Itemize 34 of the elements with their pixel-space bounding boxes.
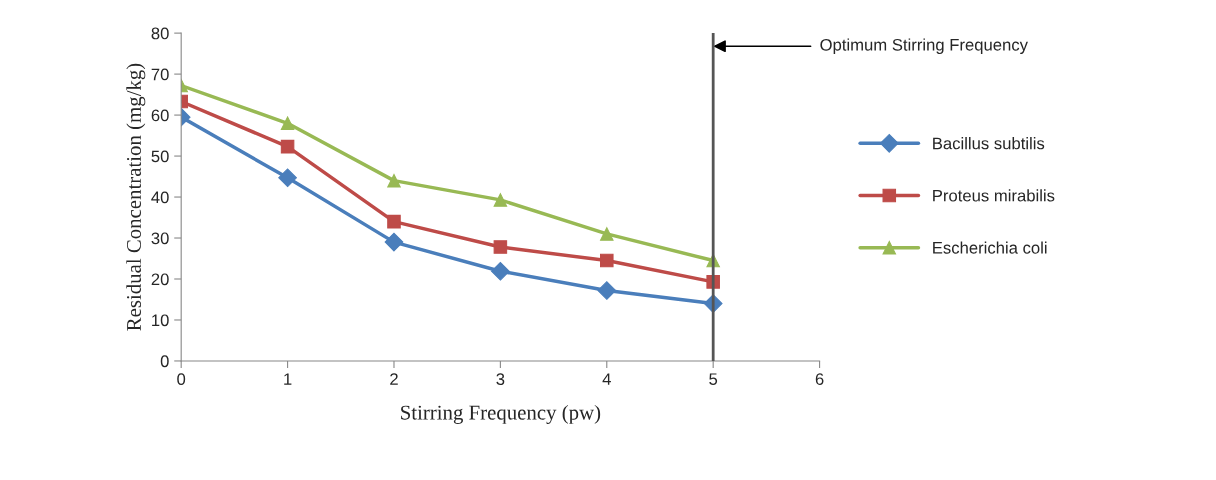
legend-label: Proteus mirabilis <box>933 189 1055 202</box>
x-tick-label: 1 <box>284 373 292 385</box>
x-tick-label: 2 <box>390 373 398 385</box>
point <box>384 232 404 252</box>
point <box>387 173 401 188</box>
ref-line-label: Optimum Stirring Frequency <box>820 38 1028 54</box>
y-axis-title: Residual Concentration (mg/kg) <box>126 63 146 331</box>
y-tick-label: 40 <box>151 191 169 204</box>
point <box>597 281 617 300</box>
point <box>278 168 297 188</box>
x-axis-title: Stirring Frequency (pw) <box>401 404 601 424</box>
legend-label: Bacillus subtilis <box>933 137 1045 150</box>
y-tick-label: 70 <box>151 68 169 81</box>
point <box>493 193 508 207</box>
point <box>280 139 295 154</box>
x-tick-label: 5 <box>709 373 718 386</box>
x-tick-label: 4 <box>602 373 611 385</box>
x-tick-label: 6 <box>815 373 824 386</box>
y-tick-label: 0 <box>160 355 169 368</box>
y-tick-label: 20 <box>151 273 169 286</box>
legend-label: Escherichia coli <box>933 241 1047 254</box>
y-tick-label: 60 <box>151 109 169 122</box>
x-tick-label: 3 <box>496 373 505 386</box>
point <box>491 261 510 281</box>
point <box>493 240 508 254</box>
point <box>387 214 401 229</box>
y-tick-label: 30 <box>151 232 169 245</box>
point <box>600 253 614 268</box>
y-tick-label: 10 <box>152 314 169 327</box>
y-tick-label: 80 <box>151 27 169 40</box>
x-tick-label: 0 <box>177 373 186 386</box>
point <box>280 116 295 131</box>
point <box>600 227 614 241</box>
y-tick-label: 50 <box>151 150 169 163</box>
